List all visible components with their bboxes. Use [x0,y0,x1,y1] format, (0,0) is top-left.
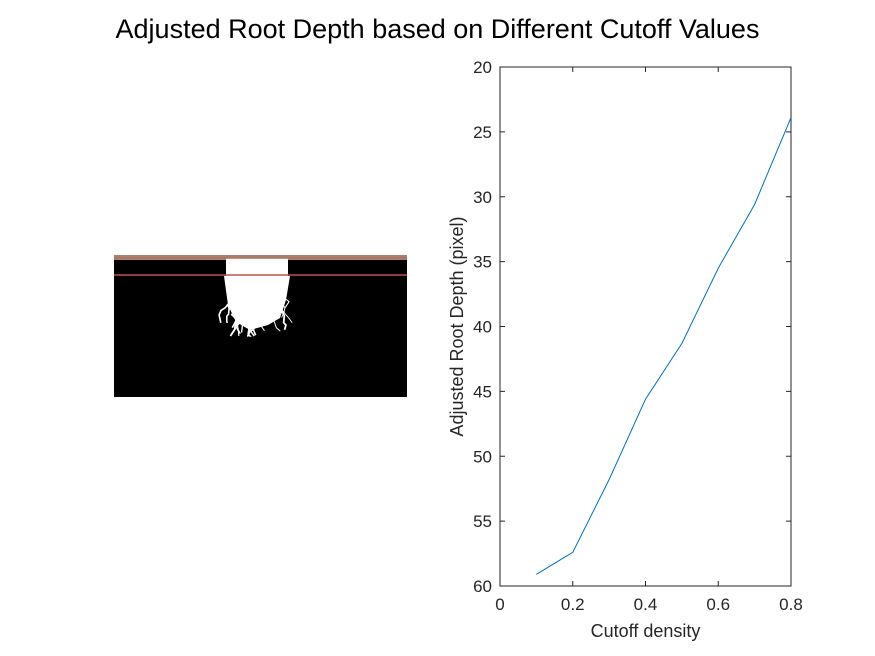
root-strand [282,290,290,309]
y-tick-label: 25 [473,123,492,142]
root-strand [259,297,268,331]
root-crown [226,258,288,276]
root-strand [262,292,266,312]
root-strand [239,309,255,337]
root-strand [231,289,242,309]
series-line [536,117,792,575]
root-strand [273,292,284,308]
root-strand [229,289,240,311]
root-strand [270,306,281,332]
y-tick-label: 35 [473,253,492,272]
y-tick-label: 30 [473,188,492,207]
root-strand [256,293,266,311]
x-tick-label: 0.2 [561,595,585,614]
x-tick-label: 0.8 [779,595,803,614]
root-strand [253,298,264,326]
y-tick-label: 40 [473,318,492,337]
x-tick-label: 0.4 [634,595,658,614]
root-strand [246,310,252,334]
y-tick-label: 55 [473,512,492,531]
root-strand [262,300,268,319]
y-tick-label: 50 [473,447,492,466]
root-system [218,258,293,337]
root-strand [218,301,231,323]
root-strand [226,300,237,324]
root-strand [233,301,246,318]
x-tick-label: 0.6 [706,595,730,614]
root-strand [268,292,280,313]
root-strand [227,298,236,308]
root-strand [230,304,240,335]
root-strand [230,300,238,328]
root-strand [233,309,243,329]
root-strand [247,307,257,336]
root-strand [280,303,287,331]
root-strand [277,300,293,324]
figure-title: Adjusted Root Depth based on Different C… [115,14,760,44]
y-axis-label: Adjusted Root Depth (pixel) [447,216,467,436]
root-strand [247,307,254,337]
y-tick-label: 20 [473,58,492,77]
x-tick-label: 0 [495,595,504,614]
root-strand [264,305,273,317]
x-axis-label: Cutoff density [591,621,701,641]
y-tick-label: 60 [473,577,492,596]
root-strand [248,298,258,313]
plot-area [499,66,792,587]
y-tick-label: 45 [473,382,492,401]
